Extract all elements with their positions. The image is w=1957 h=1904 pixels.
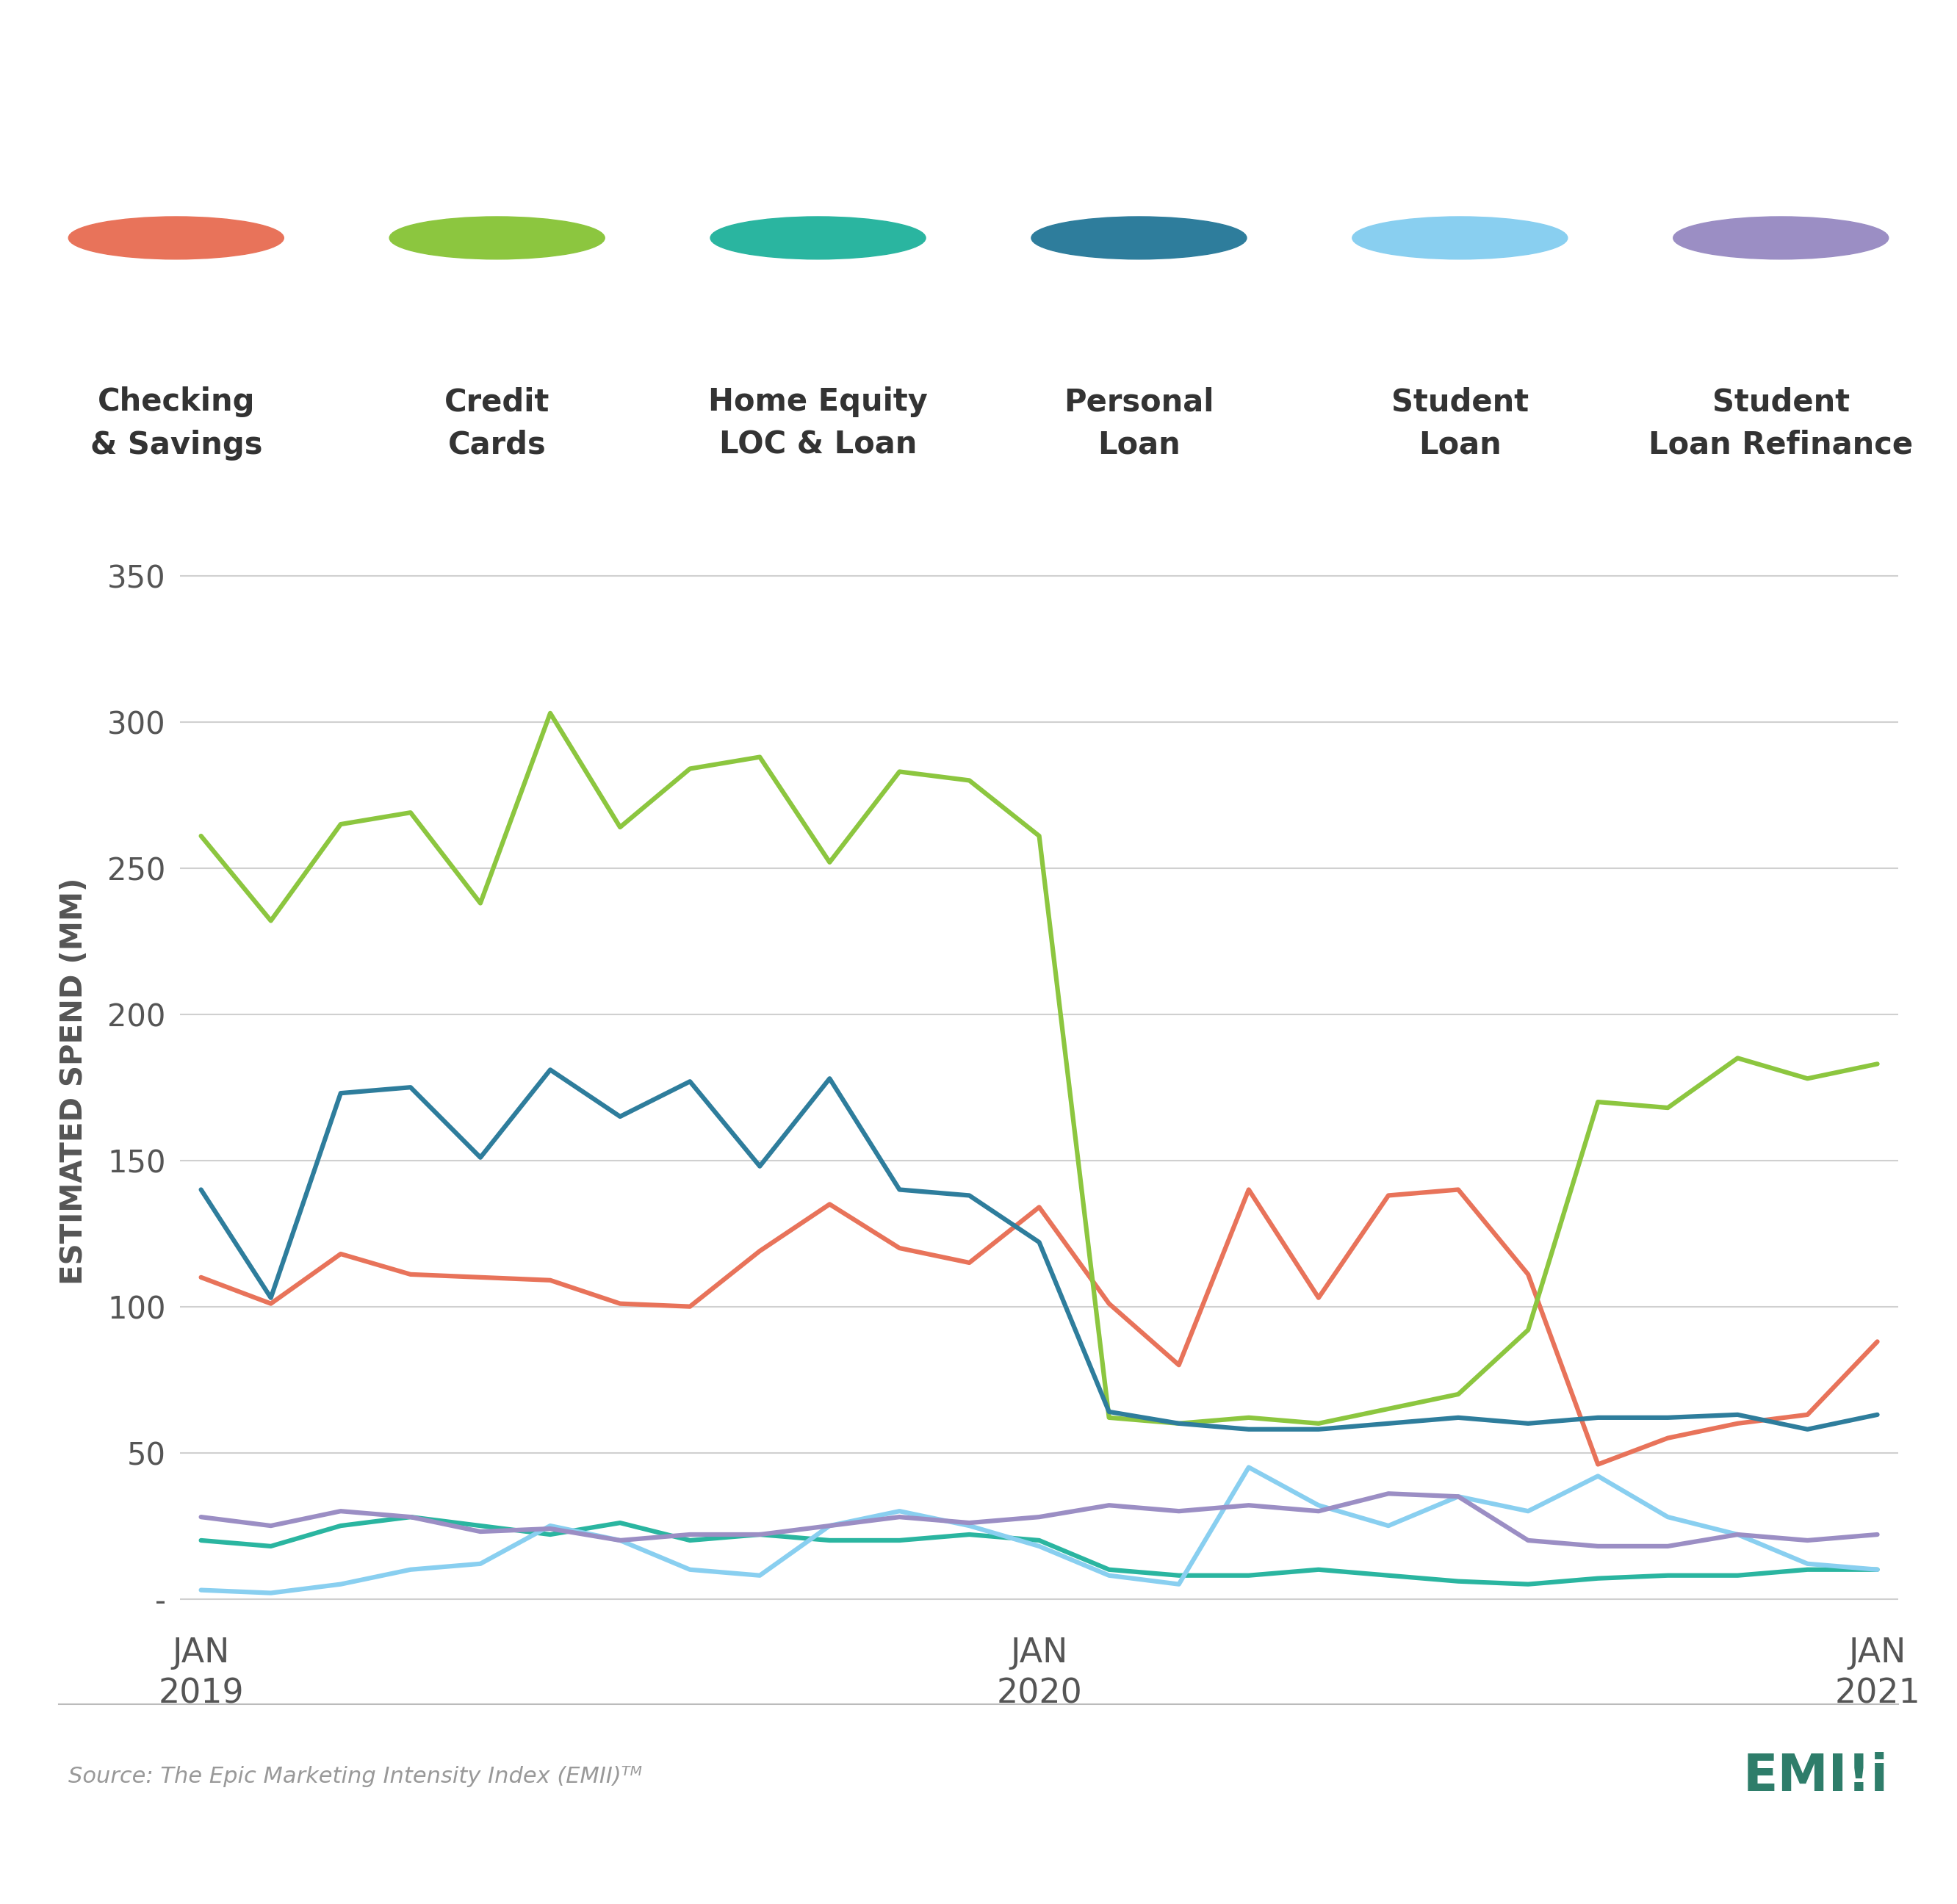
Text: RELATIVE DIRECT-TO-CONSUMER SPENDING BY PRODUCT: RELATIVE DIRECT-TO-CONSUMER SPENDING BY … [35, 29, 1922, 86]
Text: Student
Loan Refinance: Student Loan Refinance [1648, 387, 1914, 461]
Text: Home Equity
LOC & Loan: Home Equity LOC & Loan [708, 387, 928, 461]
Text: Source: The Epic Marketing Intensity Index (EMII)ᵀᴹ: Source: The Epic Marketing Intensity Ind… [68, 1765, 642, 1788]
Circle shape [710, 217, 926, 259]
Circle shape [1673, 217, 1889, 259]
Y-axis label: ESTIMATED SPEND (MM): ESTIMATED SPEND (MM) [59, 878, 88, 1285]
Text: EMI!i: EMI!i [1744, 1752, 1889, 1801]
Text: Personal
Loan: Personal Loan [1065, 387, 1213, 461]
Circle shape [389, 217, 605, 259]
Circle shape [1031, 217, 1247, 259]
Text: Checking
& Savings: Checking & Savings [90, 387, 262, 461]
Circle shape [68, 217, 284, 259]
Circle shape [1352, 217, 1568, 259]
Text: Credit
Cards: Credit Cards [444, 387, 550, 461]
Text: Student
Loan: Student Loan [1391, 387, 1528, 461]
